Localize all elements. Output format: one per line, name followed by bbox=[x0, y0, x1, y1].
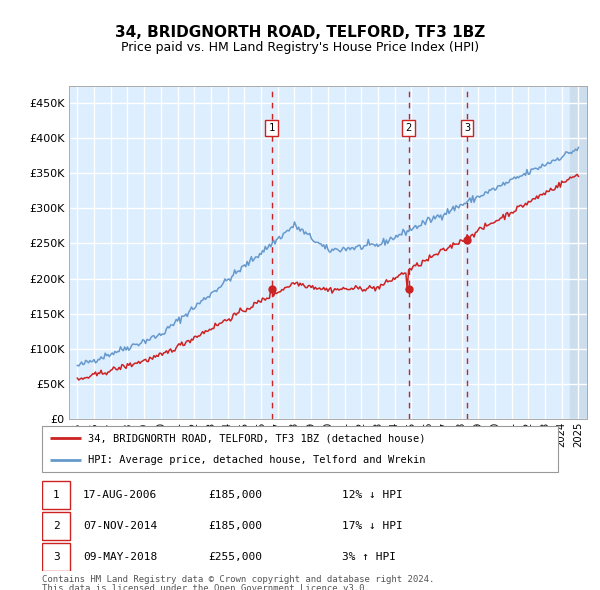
FancyBboxPatch shape bbox=[42, 481, 70, 509]
Text: 34, BRIDGNORTH ROAD, TELFORD, TF3 1BZ (detached house): 34, BRIDGNORTH ROAD, TELFORD, TF3 1BZ (d… bbox=[88, 434, 426, 444]
Text: 3: 3 bbox=[53, 552, 59, 562]
Text: 17-AUG-2006: 17-AUG-2006 bbox=[83, 490, 157, 500]
FancyBboxPatch shape bbox=[42, 543, 70, 572]
Text: 3: 3 bbox=[464, 123, 470, 133]
Text: 2: 2 bbox=[406, 123, 412, 133]
Text: 07-NOV-2014: 07-NOV-2014 bbox=[83, 521, 157, 531]
Text: 12% ↓ HPI: 12% ↓ HPI bbox=[342, 490, 403, 500]
Text: This data is licensed under the Open Government Licence v3.0.: This data is licensed under the Open Gov… bbox=[42, 584, 370, 590]
Text: £255,000: £255,000 bbox=[209, 552, 263, 562]
Text: 1: 1 bbox=[53, 490, 59, 500]
FancyBboxPatch shape bbox=[42, 426, 558, 472]
Text: 34, BRIDGNORTH ROAD, TELFORD, TF3 1BZ: 34, BRIDGNORTH ROAD, TELFORD, TF3 1BZ bbox=[115, 25, 485, 40]
Text: 2: 2 bbox=[53, 521, 59, 531]
Text: £185,000: £185,000 bbox=[209, 490, 263, 500]
Text: 09-MAY-2018: 09-MAY-2018 bbox=[83, 552, 157, 562]
Text: 3% ↑ HPI: 3% ↑ HPI bbox=[342, 552, 397, 562]
Text: £185,000: £185,000 bbox=[209, 521, 263, 531]
Bar bbox=[570, 86, 595, 419]
Text: HPI: Average price, detached house, Telford and Wrekin: HPI: Average price, detached house, Telf… bbox=[88, 455, 426, 466]
Text: Contains HM Land Registry data © Crown copyright and database right 2024.: Contains HM Land Registry data © Crown c… bbox=[42, 575, 434, 584]
Text: Price paid vs. HM Land Registry's House Price Index (HPI): Price paid vs. HM Land Registry's House … bbox=[121, 41, 479, 54]
Text: 17% ↓ HPI: 17% ↓ HPI bbox=[342, 521, 403, 531]
Text: 1: 1 bbox=[268, 123, 275, 133]
FancyBboxPatch shape bbox=[42, 512, 70, 540]
